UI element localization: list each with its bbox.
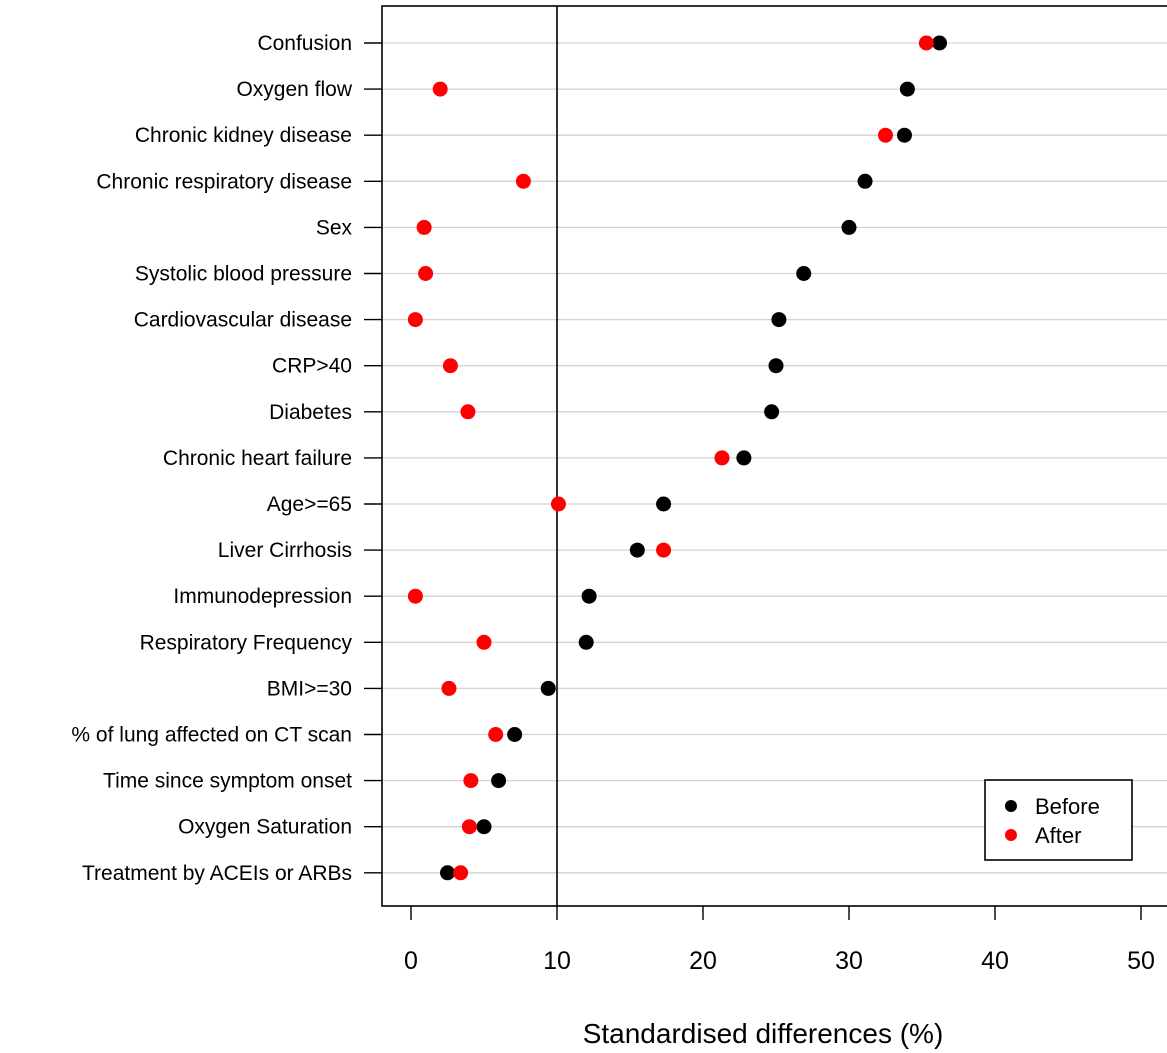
category-label: Chronic respiratory disease (96, 170, 352, 193)
category-label: CRP>40 (272, 355, 352, 378)
legend-label: After (1035, 823, 1081, 848)
point-after (461, 819, 477, 835)
data-points (407, 35, 948, 881)
x-tick-label: 40 (981, 947, 1009, 975)
point-after (407, 588, 423, 604)
point-after (878, 127, 893, 143)
category-label: Time since symptom onset (103, 770, 352, 793)
category-label: Liver Cirrhosis (218, 539, 352, 562)
category-label: BMI>=30 (267, 677, 352, 700)
x-tick-label: 20 (689, 947, 717, 975)
legend-box (984, 779, 1133, 861)
x-tick-label: 10 (543, 947, 571, 975)
point-before (507, 727, 523, 742)
point-after (918, 35, 934, 51)
plot-frame (381, 5, 1167, 907)
point-after (460, 404, 476, 420)
point-before (736, 450, 752, 466)
point-before (932, 35, 948, 51)
category-label: Oxygen Saturation (178, 816, 352, 839)
point-after (407, 312, 423, 328)
category-label: Immunodepression (173, 585, 352, 608)
point-before (841, 219, 857, 235)
point-before (440, 865, 455, 881)
point-before (899, 81, 915, 97)
point-before (768, 358, 784, 374)
point-after (488, 727, 504, 742)
category-label: % of lung affected on CT scan (71, 724, 352, 747)
point-after (432, 81, 448, 97)
legend-label: Before (1035, 794, 1100, 819)
point-after (418, 266, 434, 281)
point-after (441, 680, 457, 696)
category-label: Confusion (257, 32, 352, 55)
category-label: Systolic blood pressure (135, 263, 352, 286)
point-after (416, 219, 432, 235)
point-after (550, 496, 566, 512)
point-before (656, 496, 672, 512)
point-before (857, 173, 873, 189)
legend: Before After (984, 779, 1133, 861)
point-after (515, 173, 531, 189)
point-before (476, 819, 492, 835)
category-label: Diabetes (269, 401, 352, 424)
category-label: Sex (316, 216, 353, 239)
point-after (442, 358, 458, 374)
point-before (771, 312, 787, 328)
x-axis: 0 10 20 30 40 50 (404, 906, 1155, 975)
category-label: Oxygen flow (236, 78, 352, 101)
legend-marker-before (1005, 800, 1017, 812)
gridlines (382, 42, 1167, 874)
point-before (629, 542, 645, 558)
x-axis-title: Standardised differences (%) (583, 1018, 944, 1049)
point-before (764, 404, 780, 420)
point-before (578, 634, 594, 650)
x-tick-label: 50 (1127, 947, 1155, 975)
category-label: Cardiovascular disease (134, 309, 352, 332)
point-before (896, 127, 912, 143)
point-before (540, 680, 556, 696)
point-after (463, 773, 479, 789)
category-rows: Confusion Oxygen flow Chronic kidney disea… (71, 32, 382, 885)
category-label: Age>=65 (267, 493, 352, 516)
x-tick-label: 0 (404, 947, 418, 975)
category-label: Chronic heart failure (163, 447, 352, 470)
point-after (714, 450, 730, 466)
point-before (491, 773, 507, 789)
legend-marker-after (1005, 829, 1017, 841)
point-after (476, 634, 492, 650)
category-label: Chronic kidney disease (135, 124, 352, 147)
point-before (581, 588, 597, 604)
point-after (656, 542, 672, 558)
x-tick-label: 30 (835, 947, 863, 975)
point-after (453, 865, 469, 881)
point-before (796, 266, 812, 281)
category-label: Respiratory Frequency (140, 631, 353, 654)
category-label: Treatment by ACEIs or ARBs (82, 862, 352, 885)
